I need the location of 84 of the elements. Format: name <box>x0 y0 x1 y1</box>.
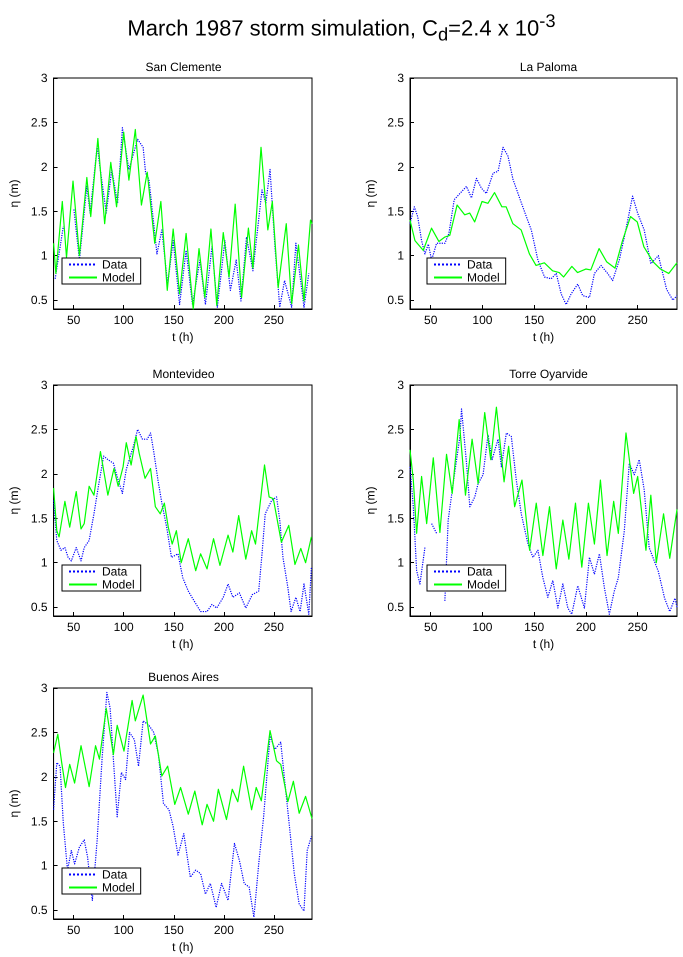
y-tick-label: 3 <box>40 681 48 695</box>
line-series <box>409 146 678 306</box>
x-tick-label: 200 <box>576 313 596 327</box>
chart-title: Buenos Aires <box>148 670 219 684</box>
x-axis-title: t (h) <box>172 330 194 344</box>
y-tick-label: 2 <box>40 160 48 174</box>
x-axis-title: t (h) <box>532 637 554 651</box>
y-tick-label: 2.5 <box>30 115 48 130</box>
y-tick-label: 0.5 <box>387 600 404 614</box>
y-tick-label: 1.5 <box>30 814 48 828</box>
x-axis-title: t (h) <box>172 940 194 954</box>
y-tick-label: 2.5 <box>30 422 48 436</box>
y-tick-label: 1.5 <box>387 204 404 218</box>
y-tick-label: 1 <box>40 248 48 263</box>
y-tick-label: 2.5 <box>30 725 48 740</box>
chart-title: La Paloma <box>520 60 578 74</box>
legend-label: Data <box>467 564 493 578</box>
y-tick-label: 1 <box>40 556 48 570</box>
y-tick-label: 0.5 <box>30 293 48 308</box>
line-series <box>52 692 312 918</box>
y-tick-label: 2.5 <box>387 422 404 436</box>
x-tick-label: 200 <box>214 923 234 937</box>
x-axis-title: t (h) <box>532 330 554 344</box>
y-tick-label: 3 <box>397 71 404 85</box>
x-tick-label: 100 <box>114 620 134 634</box>
y-tick-label: 1 <box>397 248 404 263</box>
y-tick-label: 3 <box>40 71 48 85</box>
x-tick-label: 50 <box>424 620 438 634</box>
x-tick-label: 100 <box>472 313 493 327</box>
legend-label: Model <box>467 270 500 284</box>
y-tick-label: 1 <box>397 556 404 570</box>
y-tick-label: 0.5 <box>30 600 48 614</box>
x-axis-title: t (h) <box>172 637 194 651</box>
x-tick-label: 150 <box>164 923 184 937</box>
chart-title: Torre Oyarvide <box>509 367 588 381</box>
y-tick-label: 2 <box>397 466 404 481</box>
x-tick-label: 250 <box>628 313 648 327</box>
y-axis-title: η (m) <box>7 180 21 208</box>
y-tick-label: 1 <box>40 858 48 873</box>
x-tick-label: 250 <box>264 313 284 327</box>
legend-label: Data <box>102 258 128 272</box>
x-tick-label: 50 <box>66 923 81 937</box>
legend-label: Data <box>467 258 493 272</box>
x-tick-label: 250 <box>264 923 284 937</box>
y-tick-label: 2 <box>40 770 48 784</box>
x-tick-label: 100 <box>114 923 134 937</box>
legend-label: Data <box>102 868 128 882</box>
legend-label: Model <box>102 880 135 894</box>
x-tick-label: 200 <box>214 620 234 634</box>
line-series <box>52 694 313 826</box>
chart-title: Montevideo <box>152 367 215 381</box>
legend-label: Model <box>467 578 500 592</box>
x-tick-label: 250 <box>264 620 284 634</box>
y-axis-title: η (m) <box>7 790 21 818</box>
y-tick-label: 2 <box>40 466 48 481</box>
x-tick-label: 50 <box>66 620 81 634</box>
y-tick-label: 0.5 <box>387 293 404 308</box>
x-tick-label: 250 <box>628 620 648 634</box>
y-tick-label: 2.5 <box>387 115 404 130</box>
y-tick-label: 1.5 <box>30 204 48 218</box>
y-axis-title: η (m) <box>363 486 378 514</box>
text: March 1987 storm simulation, C$_{d}$=2.4 x 10$^{-3}$ <box>126 9 557 47</box>
x-tick-label: 150 <box>164 620 184 634</box>
x-tick-label: 200 <box>214 313 234 327</box>
x-tick-label: 50 <box>66 313 81 327</box>
x-tick-label: 150 <box>524 620 545 634</box>
y-axis-title: η (m) <box>363 180 378 208</box>
x-tick-label: 150 <box>164 313 184 327</box>
y-tick-label: 1.5 <box>387 511 404 526</box>
y-tick-label: 3 <box>397 378 404 392</box>
legend-label: Model <box>102 270 135 284</box>
legend-label: Data <box>102 564 128 578</box>
y-tick-label: 2 <box>397 160 404 174</box>
y-tick-label: 1.5 <box>30 511 48 526</box>
y-axis-title: η (m) <box>7 486 21 514</box>
y-tick-label: 3 <box>40 378 48 392</box>
x-tick-label: 100 <box>472 620 493 634</box>
legend-label: Model <box>102 578 135 592</box>
x-tick-label: 50 <box>424 313 438 327</box>
x-tick-label: 200 <box>576 620 596 634</box>
x-tick-label: 150 <box>524 313 545 327</box>
y-tick-label: 0.5 <box>30 903 48 918</box>
x-tick-label: 100 <box>114 313 134 327</box>
chart-title: San Clemente <box>145 60 222 74</box>
